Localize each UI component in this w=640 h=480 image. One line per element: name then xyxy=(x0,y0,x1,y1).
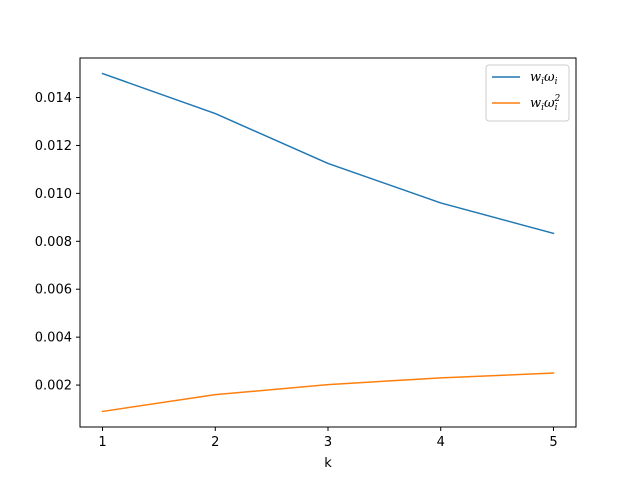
legend-label-2: wiωi2 xyxy=(530,94,561,113)
x-tick-label: 5 xyxy=(549,435,557,450)
legend-label-1: wiωi xyxy=(530,70,558,87)
y-tick-label: 0.010 xyxy=(35,187,72,202)
y-tick-label: 0.014 xyxy=(35,91,72,106)
x-tick-label: 2 xyxy=(211,435,219,450)
x-tick-label: 3 xyxy=(324,435,332,450)
legend: wiωi wiωi2 xyxy=(485,64,570,122)
x-axis: 1 2 3 4 5 xyxy=(98,427,558,450)
legend-box xyxy=(485,64,570,122)
y-tick-label: 0.008 xyxy=(35,235,72,250)
plot-lines xyxy=(101,72,555,413)
y-tick-label: 0.006 xyxy=(35,283,72,298)
series-line-1 xyxy=(101,72,555,235)
x-tick-label: 4 xyxy=(437,435,445,450)
series-line-2 xyxy=(101,372,555,413)
y-tick-label: 0.004 xyxy=(35,331,72,346)
x-axis-label: k xyxy=(324,456,332,471)
y-tick-label: 0.012 xyxy=(35,139,72,154)
x-tick-label: 1 xyxy=(98,435,106,450)
y-tick-label: 0.002 xyxy=(35,379,72,394)
y-axis: 0.002 0.004 0.006 0.008 0.010 0.012 0.014 xyxy=(35,91,80,394)
